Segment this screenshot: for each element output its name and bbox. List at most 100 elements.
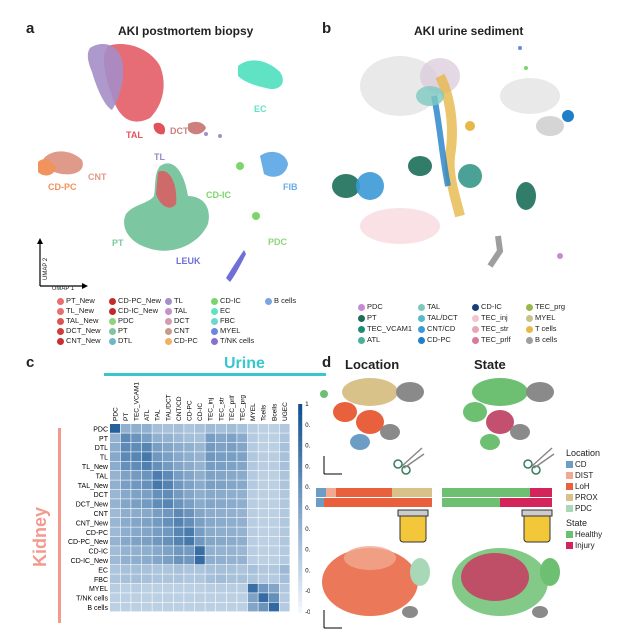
heatmap-cell [279,602,290,612]
heatmap-col-label: CNT/CD [176,396,183,421]
heatmap-cell [237,489,248,499]
heatmap-cell [152,555,163,565]
heatmap-cell [237,499,248,508]
legend-swatch [472,303,479,311]
heatmap-cell [247,593,258,602]
colorbar-segment [298,445,303,452]
heatmap-cell [120,452,131,461]
colorbar-segment [298,523,303,530]
colorbar-tick: 0.28 [305,527,310,533]
heatmap-cell [120,461,131,471]
heatmap-cell [247,452,258,461]
heatmap-cell [216,480,226,490]
legend-item: CD-IC_New [109,306,158,315]
heatmap-cell [269,593,279,602]
heatmap-cell [226,536,237,546]
heatmap-cell [247,583,258,593]
heatmap-cell [216,583,226,593]
heatmap-cell [237,433,248,443]
heatmap-col-label: CD-IC [197,403,204,421]
heatmap-row-label: PT [99,436,109,443]
heatmap-cell [226,442,237,452]
colorbar-segment [298,534,303,540]
state-legend-title: State [566,518,588,528]
heatmap-row-label: CD-PC [86,530,108,537]
legend-item: PT_New [57,296,95,305]
heatmap-cell [194,442,205,452]
legend-swatch [418,325,425,333]
heatmap-cell [141,593,152,602]
legend-item: Injury [566,541,602,552]
heatmap-cell [269,536,279,546]
heatmap-cell [152,508,163,518]
heatmap-cell [258,602,269,612]
legend-item: CNT [165,326,189,335]
heatmap-cell [120,489,131,499]
legend-item: T/NK cells [211,336,254,345]
colorbar-segment [298,502,303,509]
heatmap-cell [163,424,173,433]
heatmap-cell [247,518,258,527]
heatmap-cell [216,433,226,443]
heatmap-cell [237,583,248,593]
heatmap-cell [163,574,173,584]
heatmap-cell [279,471,290,480]
colorbar-segment [298,606,303,613]
colorbar-tick: 0.76 [305,444,310,450]
heatmap-col-label: PDC [112,407,119,421]
panel-b-title: AKI urine sediment [414,24,524,38]
heatmap-cell [258,518,269,527]
heatmap-cell [258,508,269,518]
legend-item: PT [109,326,128,335]
legend-item: DTL [109,336,132,345]
heatmap-cell [141,536,152,546]
heatmap-row-label: DTL [95,445,108,452]
heatmap-cell [205,424,216,433]
heatmap-cell [163,546,173,555]
heatmap-cell [205,461,216,471]
heatmap-cell [247,565,258,574]
heatmap-cell [120,499,131,508]
colorbar-segment [298,456,303,462]
legend-swatch [57,337,64,345]
heatmap-cell [163,565,173,574]
heatmap-cell [131,461,142,471]
heatmap-cell [205,527,216,537]
legend-swatch [472,314,479,322]
heatmap-cell [141,546,152,555]
heatmap-col-label: Bcells [271,403,278,421]
heatmap-cell [216,499,226,508]
heatmap-cell [141,574,152,584]
heatmap-cell [120,424,131,433]
heatmap-cell [194,461,205,471]
legend-item: TL_New [57,306,94,315]
legend-swatch [211,297,218,305]
colorbar-tick: 0.16 [305,548,310,554]
heatmap-cell [120,518,131,527]
heatmap-col-label: ATL [144,409,151,421]
legend-item: DIST [566,471,598,482]
cluster-label: DCT [170,126,189,136]
legend-swatch [418,314,425,322]
heatmap-cell [216,536,226,546]
heatmap-cell [152,546,163,555]
colorbar-segment [298,461,303,467]
heatmap-cell [269,433,279,443]
legend-item: TEC_inj [472,313,508,322]
heatmap-cell [184,489,195,499]
heatmap-cell [120,508,131,518]
heatmap-cell [194,424,205,433]
heatmap-cell [184,480,195,490]
heatmap-cell [173,565,184,574]
heatmap-cell [194,518,205,527]
heatmap-col-label: TEC_prlf [229,395,236,421]
legend-item: CD-IC [211,296,241,305]
heatmap-cell [184,583,195,593]
heatmap-cell [131,593,142,602]
heatmap-row-label: CD-PC_New [68,539,109,546]
heatmap-cell [216,489,226,499]
legend-swatch [526,314,533,322]
heatmap-cell [269,424,279,433]
heatmap-cell [269,489,279,499]
legend-swatch [472,325,479,333]
